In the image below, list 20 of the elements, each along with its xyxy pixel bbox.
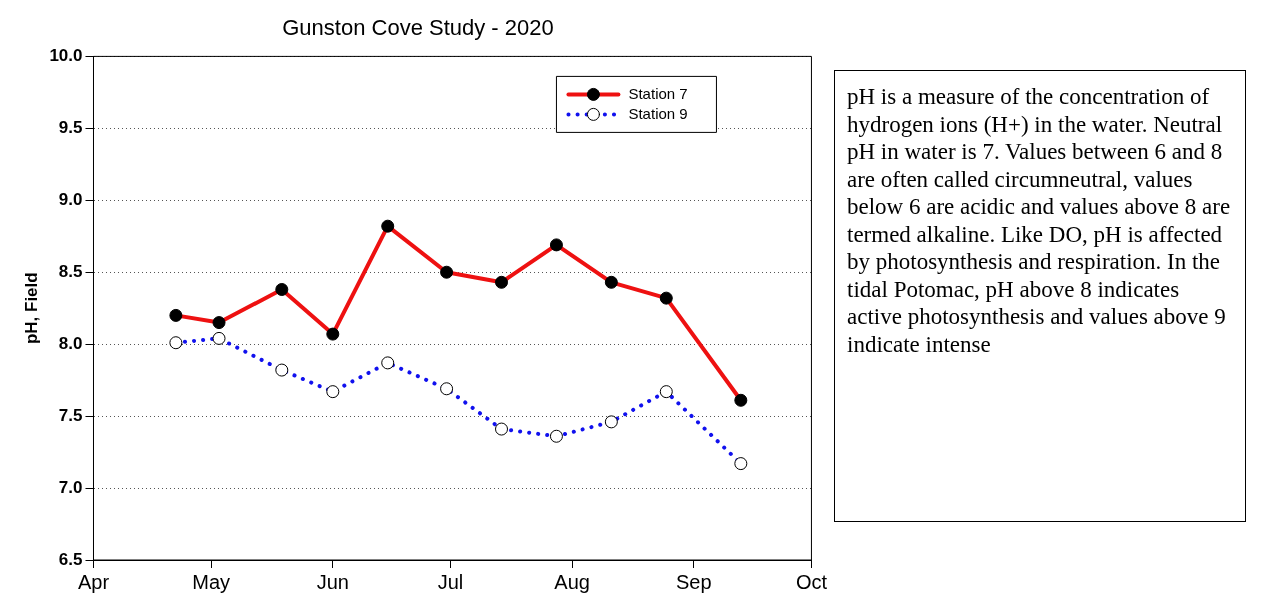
x-tick-label: May [192,570,231,593]
legend-label: Station 7 [628,84,688,102]
y-tick-label: 8.0 [58,333,83,353]
x-tick-label: Apr [77,570,110,593]
y-tick-label: 8.5 [58,261,83,281]
x-tick-label: Sep [675,570,712,593]
y-tick-label: 7.0 [58,477,83,497]
y-tick-label: 9.0 [58,189,83,209]
x-tick-label: Jun [316,570,349,593]
chart-title: Gunston Cove Study - 2020 [282,15,554,41]
x-tick-label: Jul [437,570,464,593]
y-tick-label: 6.5 [58,549,83,569]
y-tick-label: 10.0 [49,46,83,66]
legend-label: Station 9 [628,104,688,122]
x-tick-label: Oct [795,570,828,593]
y-tick-label: 7.5 [58,405,83,425]
y-tick-label: 9.5 [58,118,83,138]
y-axis-title: pH, Field [21,272,41,345]
x-tick-label: Aug [554,570,590,593]
text: pH is a measure of the concentration of hydrogen ions (H+) in the water. Neutral pH in water is 7. Values between 6 and 8 are often called circumneutral, values below 6 are acidic and values above 8 are termed alkaline. Like DO, pH is affected by photosynthesis and respiration. In the tidal Potomac, pH above 8 indicates active photosynthesis and values above 9 indicate intense [847,84,1231,357]
